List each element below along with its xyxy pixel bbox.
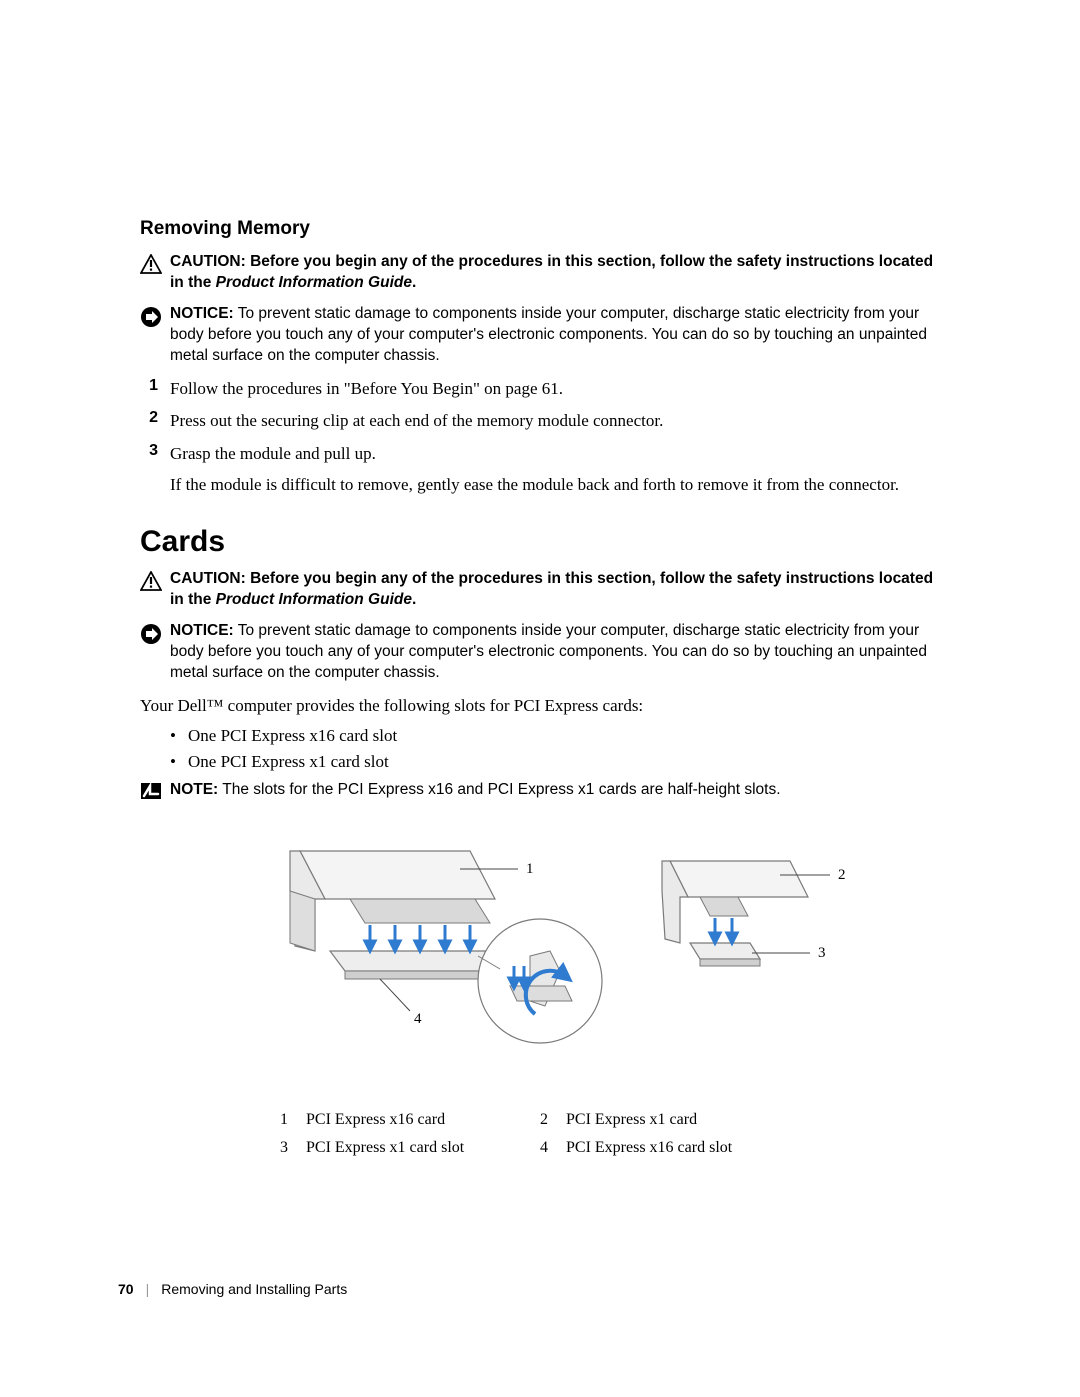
caution-block-2: CAUTION: Before you begin any of the pro… xyxy=(140,569,940,611)
notice-block-1: NOTICE: To prevent static damage to comp… xyxy=(140,304,940,367)
legend-number: 2 xyxy=(540,1111,566,1129)
caution-icon xyxy=(140,252,170,274)
page-footer: 70 | Removing and Installing Parts xyxy=(118,1281,347,1297)
caution-suffix: . xyxy=(412,274,416,291)
notice-icon xyxy=(140,304,170,328)
notice-text-2: NOTICE: To prevent static damage to comp… xyxy=(170,621,940,684)
removing-memory-steps: 1 Follow the procedures in "Before You B… xyxy=(140,377,940,498)
legend-label: PCI Express x16 card slot xyxy=(566,1139,732,1157)
notice-text-1: NOTICE: To prevent static damage to comp… xyxy=(170,304,940,367)
legend-label: PCI Express x1 card slot xyxy=(306,1139,464,1157)
step-2: 2 Press out the securing clip at each en… xyxy=(140,409,940,434)
note-text: NOTE: The slots for the PCI Express x16 … xyxy=(170,780,940,801)
note-block: NOTE: The slots for the PCI Express x16 … xyxy=(140,780,940,801)
caution-label: CAUTION: xyxy=(170,253,246,270)
step-number: 1 xyxy=(140,377,170,395)
step-3: 3 Grasp the module and pull up. If the m… xyxy=(140,442,940,497)
notice-label: NOTICE: xyxy=(170,305,234,322)
caution-emph: Product Information Guide xyxy=(216,591,412,608)
step-text: Press out the securing clip at each end … xyxy=(170,409,940,434)
legend-label: PCI Express x16 card xyxy=(306,1111,445,1129)
bullet-icon: • xyxy=(170,726,188,746)
notice-label: NOTICE: xyxy=(170,622,234,639)
legend-item: 3 PCI Express x1 card slot xyxy=(280,1139,540,1157)
note-icon xyxy=(140,780,170,800)
list-text: One PCI Express x16 card slot xyxy=(188,726,940,746)
step-number: 2 xyxy=(140,409,170,427)
removing-memory-heading: Removing Memory xyxy=(140,218,940,240)
pci-cards-figure: 1 4 2 xyxy=(140,841,940,1081)
svg-text:4: 4 xyxy=(414,1011,422,1027)
step-text: Grasp the module and pull up. If the mod… xyxy=(170,442,940,497)
list-text: One PCI Express x1 card slot xyxy=(188,752,940,772)
footer-separator: | xyxy=(146,1281,150,1297)
figure-legend: 1 PCI Express x16 card 2 PCI Express x1 … xyxy=(280,1111,800,1167)
svg-text:1: 1 xyxy=(526,861,534,877)
pci-diagram-svg: 1 4 2 xyxy=(140,841,940,1081)
step-1: 1 Follow the procedures in "Before You B… xyxy=(140,377,940,402)
legend-number: 3 xyxy=(280,1139,306,1157)
svg-text:2: 2 xyxy=(838,867,846,883)
caution-text-2: CAUTION: Before you begin any of the pro… xyxy=(170,569,940,611)
caution-block-1: CAUTION: Before you begin any of the pro… xyxy=(140,252,940,294)
notice-block-2: NOTICE: To prevent static damage to comp… xyxy=(140,621,940,684)
list-item: • One PCI Express x1 card slot xyxy=(170,752,940,772)
legend-item: 1 PCI Express x16 card xyxy=(280,1111,540,1129)
list-item: • One PCI Express x16 card slot xyxy=(170,726,940,746)
legend-number: 1 xyxy=(280,1111,306,1129)
notice-icon xyxy=(140,621,170,645)
pci-slot-list: • One PCI Express x16 card slot • One PC… xyxy=(170,726,940,772)
step-3-main: Grasp the module and pull up. xyxy=(170,444,376,463)
caution-suffix: . xyxy=(412,591,416,608)
legend-number: 4 xyxy=(540,1139,566,1157)
page-number: 70 xyxy=(118,1281,134,1297)
legend-label: PCI Express x1 card xyxy=(566,1111,697,1129)
step-text: Follow the procedures in "Before You Beg… xyxy=(170,377,940,402)
caution-label: CAUTION: xyxy=(170,570,246,587)
notice-body: To prevent static damage to components i… xyxy=(170,305,927,364)
note-label: NOTE: xyxy=(170,781,218,798)
caution-emph: Product Information Guide xyxy=(216,274,412,291)
bullet-icon: • xyxy=(170,752,188,772)
chapter-title: Removing and Installing Parts xyxy=(161,1281,347,1297)
step-number: 3 xyxy=(140,442,170,460)
cards-intro: Your Dell™ computer provides the followi… xyxy=(140,694,940,719)
notice-body: To prevent static damage to components i… xyxy=(170,622,927,681)
note-body: The slots for the PCI Express x16 and PC… xyxy=(218,781,780,798)
legend-item: 2 PCI Express x1 card xyxy=(540,1111,800,1129)
svg-text:3: 3 xyxy=(818,945,826,961)
step-3-followup: If the module is difficult to remove, ge… xyxy=(170,473,940,498)
legend-item: 4 PCI Express x16 card slot xyxy=(540,1139,800,1157)
caution-text-1: CAUTION: Before you begin any of the pro… xyxy=(170,252,940,294)
page-content: Removing Memory CAUTION: Before you begi… xyxy=(140,218,940,1167)
caution-icon xyxy=(140,569,170,591)
cards-heading: Cards xyxy=(140,525,940,559)
